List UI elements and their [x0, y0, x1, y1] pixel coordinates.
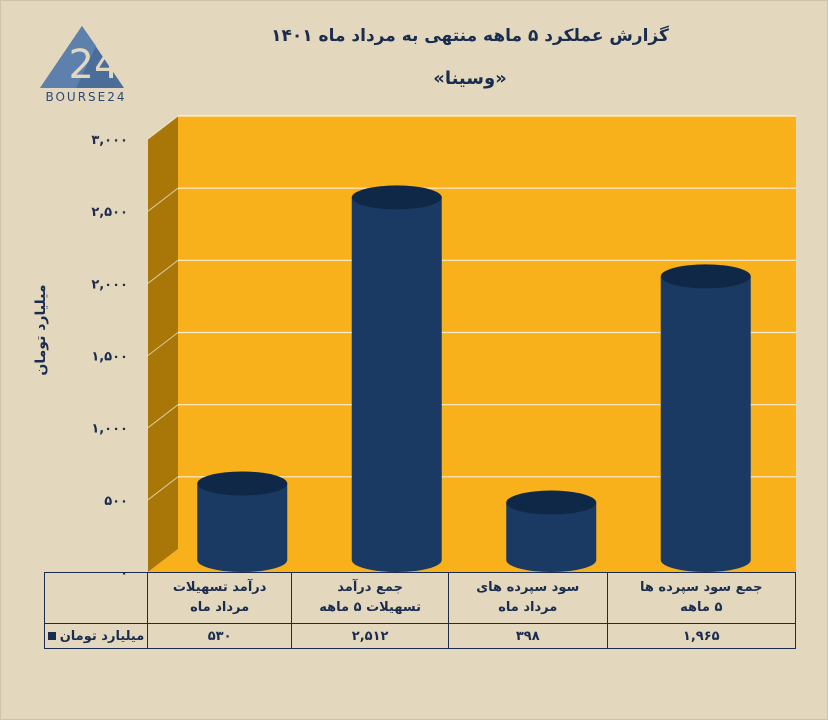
legend-series-name: میلیارد تومان [59, 628, 145, 644]
value-cell: ۱,۹۶۵ [606, 623, 797, 649]
y-tick-label: ۱,۵۰۰ [91, 350, 128, 365]
logo-text: BOURSE24 [45, 90, 127, 104]
gridline-side [147, 332, 179, 356]
logo-mark: 24 [69, 42, 120, 88]
bar [506, 490, 597, 572]
legend-entry: میلیارد تومان [44, 623, 148, 649]
category-cell: درآمد تسهیلات مرداد ماه [146, 572, 293, 624]
legend-swatch-icon [47, 632, 56, 640]
gridline-side [147, 476, 179, 501]
category-cell: جمع درآمد تسهیلات ۵ ماهه [291, 572, 449, 624]
chart-subtitle: «وسینا» [433, 68, 507, 89]
value-cell: ۳۹۸ [447, 623, 608, 649]
bar [660, 264, 751, 572]
value-cell: ۵۳۰ [146, 623, 293, 649]
y-tick-label: ۱,۰۰۰ [91, 422, 128, 437]
category-cell: جمع سود سپرده ها ۵ ماهه [606, 572, 797, 624]
category-row: درآمد تسهیلات مرداد ماه جمع درآمد تسهیلات … [44, 572, 797, 624]
value-cell: ۲,۵۱۲ [291, 623, 449, 649]
gridline-side [147, 187, 179, 212]
gridline-side [147, 404, 179, 429]
bar [197, 471, 288, 572]
bar [351, 185, 442, 572]
bourse24-logo-icon: 24 [40, 26, 124, 88]
y-tick-label: ۵۰۰ [104, 494, 128, 509]
y-tick-label: ۲,۰۰۰ [91, 277, 128, 292]
value-row: میلیارد تومان ۵۳۰ ۲,۵۱۲ ۳۹۸ ۱,۹۶۵ [44, 623, 797, 649]
category-cell: سود سپرده های مرداد ماه [447, 572, 608, 624]
chart-title: گزارش عملکرد ۵ ماهه منتهی به مرداد ماه ۱… [271, 26, 669, 46]
y-tick-label: ۲,۵۰۰ [91, 205, 128, 220]
data-table: درآمد تسهیلات مرداد ماه جمع درآمد تسهیلات … [44, 572, 797, 649]
gridline-side [147, 259, 179, 284]
y-tick-label: ۳,۰۰۰ [91, 133, 128, 148]
gridline-side [147, 115, 179, 140]
plot-floor [148, 549, 796, 572]
legend-corner-cell [44, 572, 148, 624]
